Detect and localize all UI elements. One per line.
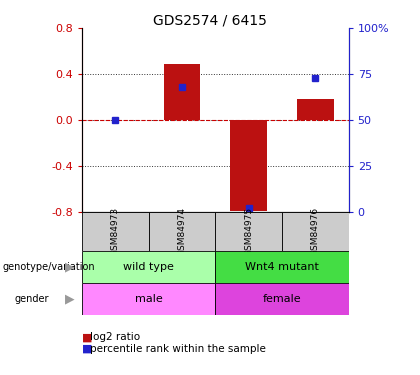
- Text: wild type: wild type: [123, 262, 174, 272]
- Bar: [230, 120, 267, 211]
- Text: ▶: ▶: [65, 292, 75, 306]
- Text: genotype/variation: genotype/variation: [2, 262, 95, 272]
- Text: percentile rank within the sample: percentile rank within the sample: [90, 344, 266, 354]
- Text: Wnt4 mutant: Wnt4 mutant: [245, 262, 319, 272]
- Text: ▶: ▶: [65, 261, 75, 274]
- FancyBboxPatch shape: [282, 212, 349, 251]
- FancyBboxPatch shape: [82, 283, 215, 315]
- Text: GSM84975: GSM84975: [244, 207, 253, 256]
- Bar: [163, 64, 200, 120]
- Text: GSM84974: GSM84974: [177, 207, 186, 256]
- Text: ■: ■: [82, 333, 92, 342]
- Text: GDS2574 / 6415: GDS2574 / 6415: [153, 13, 267, 27]
- Text: male: male: [135, 294, 163, 304]
- Text: log2 ratio: log2 ratio: [90, 333, 140, 342]
- Text: gender: gender: [15, 294, 49, 304]
- FancyBboxPatch shape: [82, 212, 149, 251]
- Text: GSM84973: GSM84973: [111, 207, 120, 256]
- Text: female: female: [262, 294, 301, 304]
- FancyBboxPatch shape: [215, 283, 349, 315]
- FancyBboxPatch shape: [82, 251, 215, 283]
- FancyBboxPatch shape: [215, 212, 282, 251]
- FancyBboxPatch shape: [149, 212, 215, 251]
- FancyBboxPatch shape: [215, 251, 349, 283]
- Bar: [297, 99, 333, 120]
- Text: ■: ■: [82, 344, 92, 354]
- Text: GSM84976: GSM84976: [311, 207, 320, 256]
